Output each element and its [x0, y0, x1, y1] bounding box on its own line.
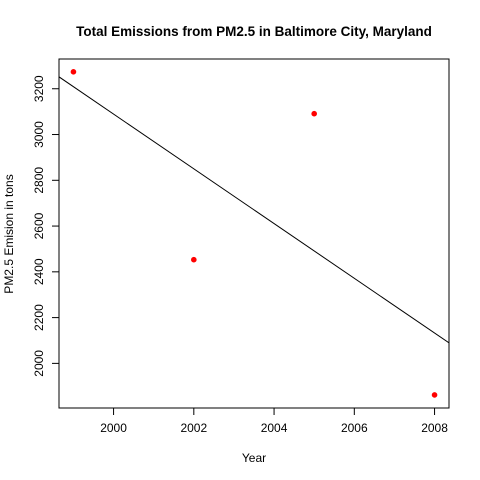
y-tick-label: 2200 — [32, 304, 46, 331]
y-tick-label: 3000 — [32, 121, 46, 148]
y-tick-label: 2600 — [32, 212, 46, 239]
plot-frame — [58, 58, 450, 409]
data-point — [191, 256, 197, 263]
data-point — [431, 392, 438, 398]
x-axis-label: Year — [242, 451, 266, 465]
y-tick-label: 2000 — [32, 350, 46, 377]
data-point — [311, 110, 317, 117]
x-tick-label: 2004 — [261, 421, 288, 435]
trend-line — [59, 76, 449, 344]
x-tick-label: 2000 — [100, 421, 127, 435]
data-point — [70, 69, 77, 75]
plot-area: 2000 2002 2004 2006 2008 2000 2200 2400 2600 2800… — [32, 58, 450, 435]
x-tick-label: 2006 — [341, 421, 368, 435]
x-tick-label: 2008 — [421, 421, 448, 435]
x-tick-label: 2002 — [180, 421, 207, 435]
y-tick-label: 2800 — [32, 167, 46, 194]
y-axis-label: PM2.5 Emision in tons — [2, 174, 16, 293]
y-tick-label: 2400 — [32, 258, 46, 285]
y-tick-label: 3200 — [32, 75, 46, 102]
chart-title: Total Emissions from PM2.5 in Baltimore … — [76, 24, 432, 39]
